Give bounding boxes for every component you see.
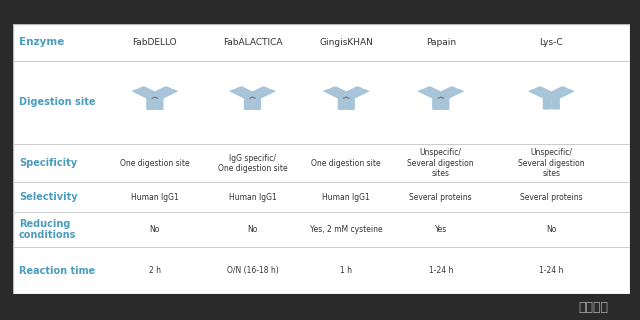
FancyBboxPatch shape	[434, 86, 458, 97]
Text: Human IgG1: Human IgG1	[131, 193, 179, 202]
FancyBboxPatch shape	[154, 89, 178, 100]
Text: 2 h: 2 h	[149, 266, 161, 275]
Text: Lys-C: Lys-C	[540, 38, 563, 47]
Text: Specificity: Specificity	[19, 158, 77, 168]
FancyBboxPatch shape	[543, 106, 552, 109]
Text: 倍笼生物: 倍笼生物	[578, 301, 608, 314]
FancyBboxPatch shape	[252, 89, 276, 100]
FancyBboxPatch shape	[346, 89, 369, 100]
FancyBboxPatch shape	[252, 97, 261, 110]
FancyBboxPatch shape	[138, 86, 162, 97]
Text: Reducing
conditions: Reducing conditions	[19, 219, 76, 240]
FancyBboxPatch shape	[236, 86, 259, 97]
FancyBboxPatch shape	[543, 97, 552, 101]
FancyBboxPatch shape	[339, 86, 363, 97]
FancyBboxPatch shape	[543, 100, 552, 104]
FancyBboxPatch shape	[338, 97, 346, 110]
FancyBboxPatch shape	[323, 89, 347, 100]
Text: GingisKHAN: GingisKHAN	[319, 38, 373, 47]
FancyBboxPatch shape	[155, 97, 163, 110]
Text: Enzyme: Enzyme	[19, 37, 65, 47]
Text: No: No	[247, 225, 258, 234]
Text: Several proteins: Several proteins	[410, 193, 472, 202]
FancyBboxPatch shape	[346, 97, 355, 110]
Text: Yes, 2 mM cysteine: Yes, 2 mM cysteine	[310, 225, 383, 234]
FancyBboxPatch shape	[432, 97, 441, 110]
FancyBboxPatch shape	[528, 89, 552, 100]
Text: Unspecific/
Several digestion
sites: Unspecific/ Several digestion sites	[518, 148, 585, 178]
FancyBboxPatch shape	[229, 89, 253, 100]
FancyBboxPatch shape	[440, 89, 464, 100]
Text: O/N (16-18 h): O/N (16-18 h)	[227, 266, 278, 275]
Text: Selectivity: Selectivity	[19, 192, 77, 202]
Text: Unspecific/
Several digestion
sites: Unspecific/ Several digestion sites	[408, 148, 474, 178]
Text: No: No	[546, 225, 557, 234]
Text: Several proteins: Several proteins	[520, 193, 582, 202]
Text: Human IgG1: Human IgG1	[228, 193, 276, 202]
FancyBboxPatch shape	[534, 86, 558, 97]
FancyBboxPatch shape	[550, 89, 575, 100]
FancyBboxPatch shape	[551, 97, 560, 101]
FancyBboxPatch shape	[551, 106, 560, 109]
Text: Reaction time: Reaction time	[19, 266, 95, 276]
FancyBboxPatch shape	[551, 100, 560, 104]
FancyBboxPatch shape	[424, 86, 448, 97]
Text: FabDELLO: FabDELLO	[132, 38, 177, 47]
Text: No: No	[150, 225, 160, 234]
Text: 1-24 h: 1-24 h	[539, 266, 564, 275]
FancyBboxPatch shape	[244, 97, 253, 110]
Text: FabALACTICA: FabALACTICA	[223, 38, 282, 47]
Text: Papain: Papain	[426, 38, 456, 47]
FancyBboxPatch shape	[148, 86, 172, 97]
FancyBboxPatch shape	[545, 86, 568, 97]
FancyBboxPatch shape	[132, 89, 156, 100]
Text: One digestion site: One digestion site	[120, 159, 189, 168]
FancyBboxPatch shape	[551, 103, 560, 107]
FancyBboxPatch shape	[440, 97, 449, 110]
Text: Yes: Yes	[435, 225, 447, 234]
Text: One digestion site: One digestion site	[312, 159, 381, 168]
FancyBboxPatch shape	[543, 103, 552, 107]
FancyBboxPatch shape	[330, 86, 353, 97]
FancyBboxPatch shape	[146, 97, 155, 110]
Text: 1 h: 1 h	[340, 266, 352, 275]
FancyBboxPatch shape	[245, 86, 269, 97]
FancyBboxPatch shape	[418, 89, 442, 100]
Text: IgG specific/
One digestion site: IgG specific/ One digestion site	[218, 154, 287, 173]
Text: 1-24 h: 1-24 h	[429, 266, 453, 275]
Text: Human IgG1: Human IgG1	[323, 193, 370, 202]
Text: Digestion site: Digestion site	[19, 97, 95, 108]
